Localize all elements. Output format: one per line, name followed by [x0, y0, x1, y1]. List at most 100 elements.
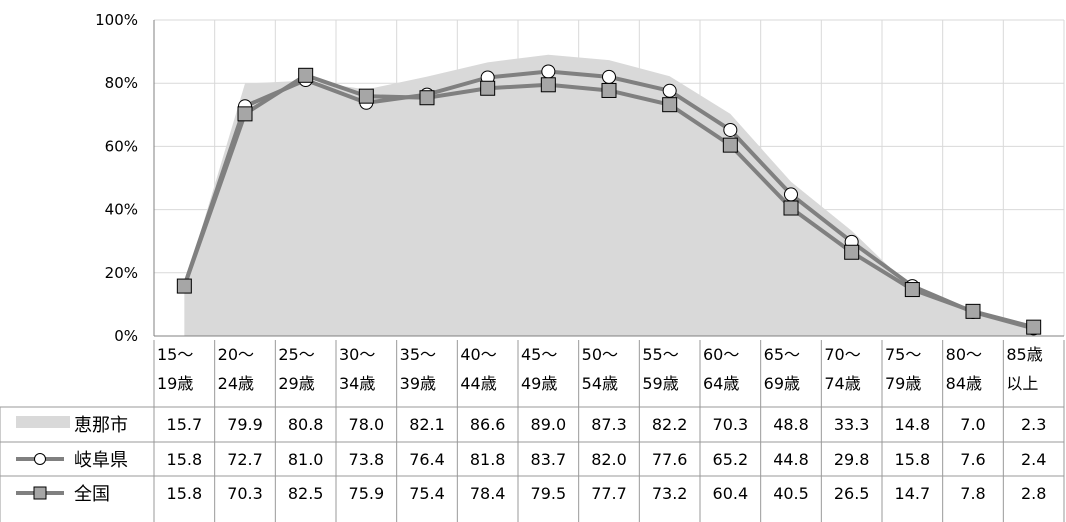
table-value: 15.7 — [167, 415, 203, 434]
table-value: 83.7 — [531, 450, 567, 469]
category-labels: 15～ 19歳 20～ 24歳 25～ 29歳 30～ 34歳 35～ 39歳 40～ 44歳 45～ 4… — [157, 345, 1043, 393]
table-value: 79.9 — [227, 415, 263, 434]
data-point-square — [1026, 319, 1042, 335]
table-value: 80.8 — [288, 415, 324, 434]
data-table: 恵那市 15.7 79.9 80.8 78.0 82.1 86.6 89.0 87.3 82.2 7… — [0, 340, 1065, 522]
table-value: 7.0 — [960, 415, 985, 434]
table-value: 70.3 — [227, 484, 263, 503]
category-label-line1: 60～ — [703, 345, 739, 364]
data-point-circle — [602, 69, 616, 84]
series-name-label: 恵那市 — [74, 415, 128, 436]
category-label-line2: 34歳 — [339, 374, 375, 393]
table-value: 77.7 — [591, 484, 627, 503]
category-label-line1: 25～ — [278, 345, 314, 364]
table-value: 15.8 — [167, 484, 203, 503]
table-value: 15.8 — [895, 450, 931, 469]
table-value: 2.8 — [1021, 484, 1046, 503]
legend-marker-square — [33, 486, 47, 500]
category-label-line1: 70～ — [824, 345, 860, 364]
data-point-square — [722, 137, 738, 153]
table-value: 48.8 — [773, 415, 809, 434]
data-point-square — [419, 90, 435, 106]
category-label-line1: 30～ — [339, 345, 375, 364]
area-series-enashi — [184, 54, 1034, 336]
data-point-square — [237, 106, 253, 122]
category-label-line1: 65～ — [764, 345, 800, 364]
category-label-line1: 20～ — [218, 345, 254, 364]
category-label-line2: 74歳 — [824, 374, 860, 393]
table-value: 2.4 — [1021, 450, 1046, 469]
table-value: 73.2 — [652, 484, 688, 503]
table-value: 89.0 — [531, 415, 567, 434]
category-label-line1: 75～ — [885, 345, 921, 364]
data-point-square — [662, 97, 678, 113]
legend-swatch-area — [16, 416, 70, 428]
table-value: 75.4 — [409, 484, 445, 503]
table-value: 14.8 — [895, 415, 931, 434]
table-value: 33.3 — [834, 415, 870, 434]
series-lines — [176, 64, 1042, 336]
table-value: 7.6 — [960, 450, 985, 469]
table-value: 81.0 — [288, 450, 324, 469]
category-label-line1: 15～ — [157, 345, 193, 364]
table-value: 29.8 — [834, 450, 870, 469]
y-tick-label: 20% — [105, 264, 138, 282]
data-point-square — [298, 67, 314, 83]
category-label-line2: 以上 — [1006, 374, 1038, 393]
category-label-line2: 44歳 — [460, 374, 496, 393]
table-value: 60.4 — [713, 484, 749, 503]
category-label-line2: 69歳 — [764, 374, 800, 393]
data-point-square — [358, 88, 374, 104]
data-point-square — [783, 200, 799, 216]
category-label-line1: 55～ — [642, 345, 678, 364]
y-tick-label: 0% — [114, 327, 138, 345]
category-label-line2: 49歳 — [521, 374, 557, 393]
table-value: 78.0 — [349, 415, 385, 434]
data-point-square — [176, 278, 192, 294]
table-value: 78.4 — [470, 484, 506, 503]
category-label-line2: 29歳 — [278, 374, 314, 393]
y-tick-label: 40% — [105, 201, 138, 219]
table-value: 72.7 — [227, 450, 263, 469]
category-label-line2: 54歳 — [582, 374, 618, 393]
table-value: 65.2 — [713, 450, 749, 469]
category-label-line1: 40～ — [460, 345, 496, 364]
data-point-circle — [723, 122, 738, 137]
data-point-circle — [541, 64, 556, 79]
legend-marker-circle — [34, 453, 46, 465]
data-point-square — [965, 303, 981, 319]
table-value: 82.2 — [652, 415, 688, 434]
table-value: 77.6 — [652, 450, 688, 469]
data-point-circle — [784, 187, 798, 202]
category-label-line2: 39歳 — [400, 374, 436, 393]
data-point-square — [480, 80, 496, 96]
data-point-square — [904, 282, 920, 298]
table-value: 81.8 — [470, 450, 506, 469]
category-label-line2: 64歳 — [703, 374, 739, 393]
table-value: 86.6 — [470, 415, 506, 434]
category-label-line1: 85歳 — [1006, 345, 1042, 364]
table-value: 26.5 — [834, 484, 870, 503]
category-label-line2: 19歳 — [157, 374, 193, 393]
category-label-line2: 59歳 — [642, 374, 678, 393]
table-value: 82.5 — [288, 484, 324, 503]
table-value: 70.3 — [713, 415, 749, 434]
data-point-circle — [662, 83, 677, 98]
table-value: 75.9 — [349, 484, 385, 503]
table-value: 76.4 — [409, 450, 445, 469]
series-name-label: 全国 — [74, 484, 110, 505]
series-name-label: 岐阜県 — [74, 450, 128, 471]
y-tick-label: 100% — [95, 11, 138, 29]
axes — [153, 20, 1064, 337]
table-value: 15.8 — [167, 450, 203, 469]
category-label-line1: 80～ — [946, 345, 982, 364]
table-value: 73.8 — [349, 450, 385, 469]
table-value: 87.3 — [591, 415, 627, 434]
category-label-line1: 35～ — [400, 345, 436, 364]
category-label-line1: 45～ — [521, 345, 557, 364]
table-value: 82.1 — [409, 415, 445, 434]
table-value: 7.8 — [960, 484, 985, 503]
table-value: 2.3 — [1021, 415, 1046, 434]
series-area — [184, 54, 1034, 336]
